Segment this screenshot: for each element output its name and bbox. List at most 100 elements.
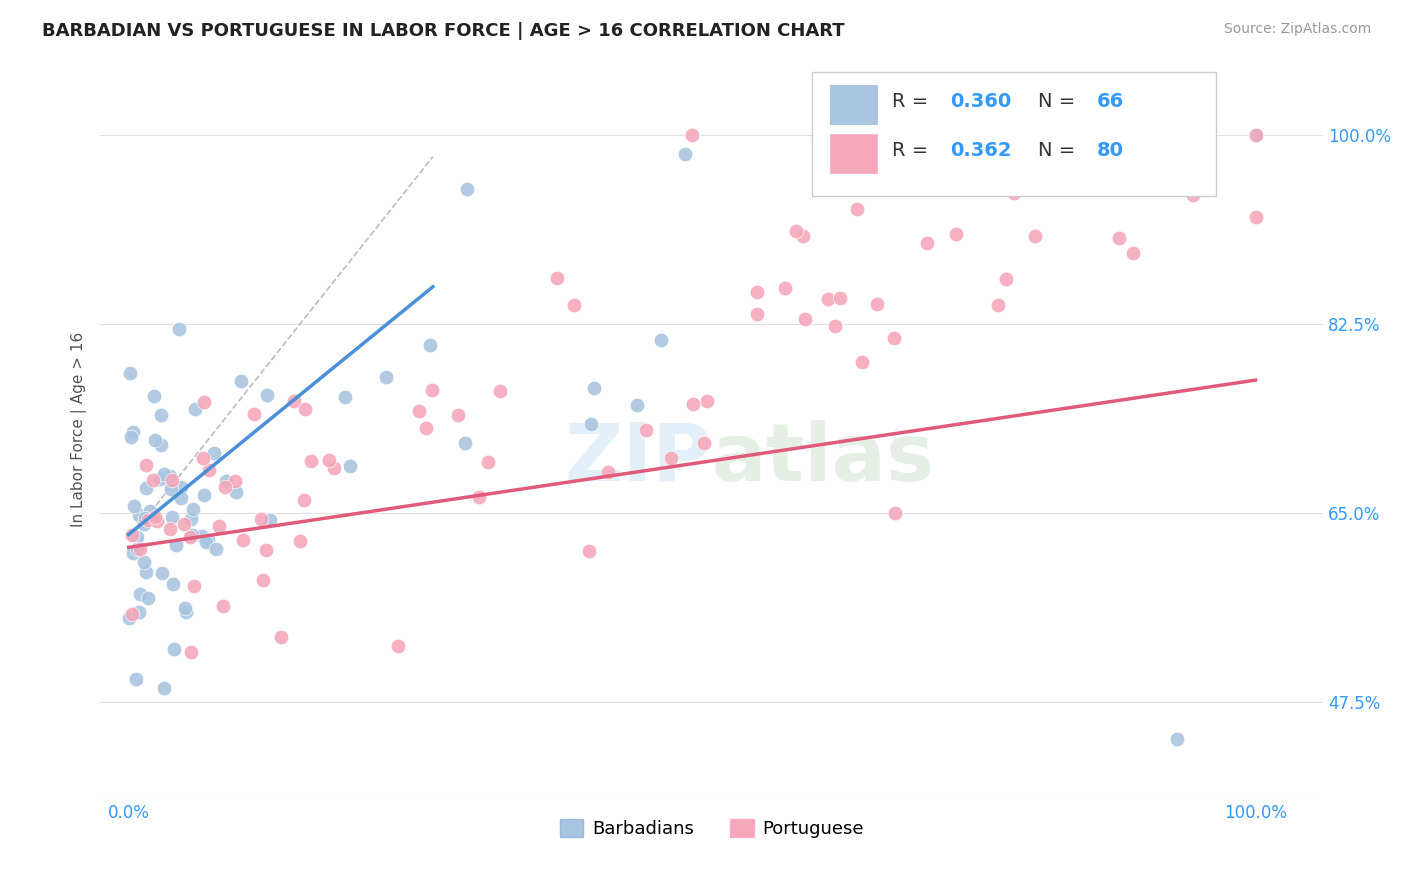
Point xyxy=(828,291,851,305)
Point xyxy=(745,285,768,299)
FancyBboxPatch shape xyxy=(813,72,1216,196)
Point xyxy=(170,480,193,494)
Point xyxy=(945,227,967,242)
Text: N =: N = xyxy=(1038,92,1081,112)
Point xyxy=(1122,246,1144,260)
Point xyxy=(118,611,141,625)
Point xyxy=(636,423,658,437)
Point xyxy=(165,538,187,552)
Text: 80: 80 xyxy=(1097,141,1123,160)
Point xyxy=(650,333,672,347)
Point xyxy=(159,469,181,483)
Point xyxy=(174,605,197,619)
Point xyxy=(323,460,346,475)
Point xyxy=(134,511,156,525)
Y-axis label: In Labor Force | Age > 16: In Labor Force | Age > 16 xyxy=(72,332,87,527)
Point xyxy=(135,481,157,495)
Text: ZIP: ZIP xyxy=(565,420,711,498)
Point xyxy=(149,438,172,452)
Point xyxy=(128,606,150,620)
Point xyxy=(125,541,148,556)
Point xyxy=(143,433,166,447)
Point xyxy=(121,528,143,542)
Point xyxy=(252,573,274,587)
Point xyxy=(170,491,193,506)
Point xyxy=(682,397,704,411)
Point xyxy=(122,499,145,513)
Point xyxy=(256,388,278,402)
Point xyxy=(288,534,311,549)
Point xyxy=(135,458,157,473)
Point xyxy=(160,473,183,487)
Point xyxy=(194,534,217,549)
Point xyxy=(138,504,160,518)
Text: Source: ZipAtlas.com: Source: ZipAtlas.com xyxy=(1223,22,1371,37)
Point xyxy=(124,672,146,686)
Point xyxy=(250,512,273,526)
Text: BARBADIAN VS PORTUGUESE IN LABOR FORCE | AGE > 16 CORRELATION CHART: BARBADIAN VS PORTUGUESE IN LABOR FORCE |… xyxy=(42,22,845,40)
Point xyxy=(581,417,603,431)
Point xyxy=(159,522,181,536)
Point xyxy=(136,513,159,527)
Point xyxy=(681,128,703,143)
Point xyxy=(659,451,682,466)
Point xyxy=(253,808,276,822)
Point xyxy=(270,630,292,644)
Point xyxy=(143,510,166,524)
Point xyxy=(467,490,489,504)
Point xyxy=(150,566,173,580)
Point xyxy=(987,298,1010,312)
Text: R =: R = xyxy=(891,92,934,112)
Point xyxy=(163,642,186,657)
Point xyxy=(167,322,190,336)
Point xyxy=(583,381,606,395)
Point xyxy=(202,446,225,460)
Point xyxy=(785,224,807,238)
Point xyxy=(160,482,183,496)
Point xyxy=(134,516,156,531)
Point xyxy=(125,530,148,544)
Point xyxy=(225,484,247,499)
Point xyxy=(1047,149,1070,163)
Point xyxy=(128,508,150,522)
Point xyxy=(180,645,202,659)
Point xyxy=(153,467,176,481)
Point xyxy=(128,542,150,557)
Point xyxy=(488,384,510,398)
Point xyxy=(693,436,716,450)
Point xyxy=(339,458,361,473)
Point xyxy=(162,576,184,591)
Point xyxy=(179,530,201,544)
Point xyxy=(824,318,846,333)
Point xyxy=(215,474,238,488)
FancyBboxPatch shape xyxy=(831,86,877,124)
Point xyxy=(231,374,253,388)
Point xyxy=(883,506,905,520)
FancyBboxPatch shape xyxy=(831,135,877,173)
Point xyxy=(374,370,396,384)
Point xyxy=(135,566,157,580)
Point xyxy=(193,395,215,409)
Point xyxy=(1024,229,1046,244)
Point xyxy=(149,472,172,486)
Point xyxy=(1004,186,1026,200)
Point xyxy=(333,390,356,404)
Point xyxy=(1244,128,1267,143)
Point xyxy=(143,389,166,403)
Point xyxy=(598,466,620,480)
Point xyxy=(454,435,477,450)
Text: atlas: atlas xyxy=(711,420,935,498)
Point xyxy=(419,337,441,351)
Point xyxy=(232,533,254,548)
Point xyxy=(243,407,266,421)
Point xyxy=(142,473,165,487)
Point xyxy=(408,404,430,418)
Text: N =: N = xyxy=(1038,141,1081,160)
Point xyxy=(207,519,229,533)
Point xyxy=(696,393,718,408)
Point xyxy=(118,366,141,380)
Point xyxy=(773,281,796,295)
Point xyxy=(846,202,869,216)
Point xyxy=(793,311,815,326)
Point xyxy=(851,355,873,369)
